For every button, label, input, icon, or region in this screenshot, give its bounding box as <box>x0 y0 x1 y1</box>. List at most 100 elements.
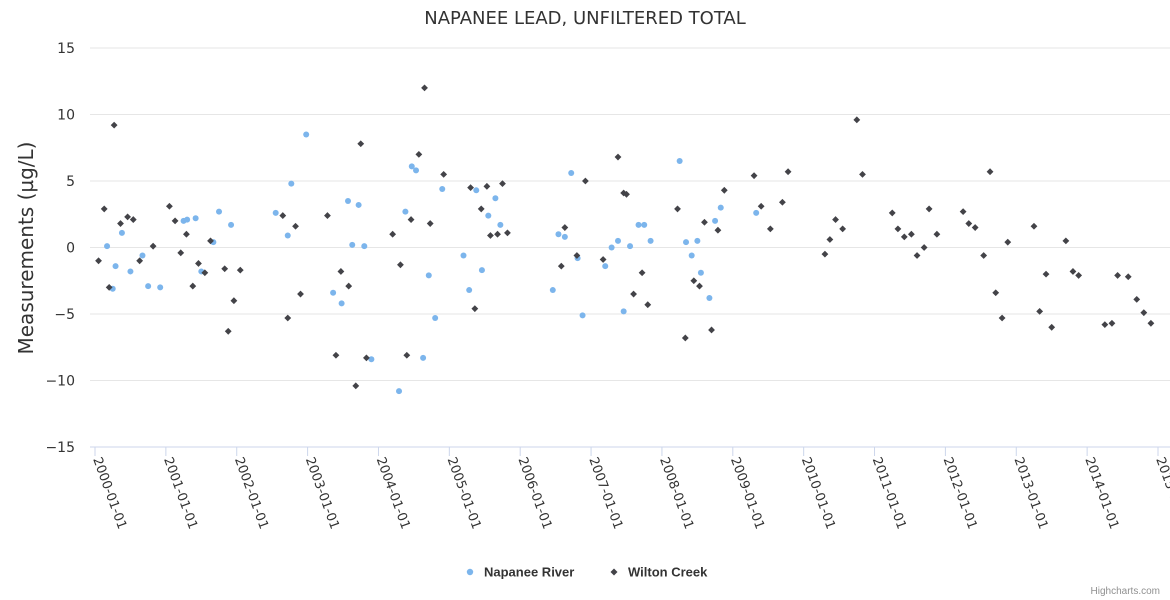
data-point[interactable] <box>557 262 565 270</box>
data-point[interactable] <box>421 84 428 92</box>
data-point[interactable] <box>681 334 689 342</box>
data-point[interactable] <box>95 257 102 265</box>
data-point[interactable] <box>292 222 299 230</box>
data-point[interactable] <box>647 237 654 244</box>
data-point[interactable] <box>696 282 703 290</box>
data-point[interactable] <box>933 230 941 238</box>
data-point[interactable] <box>784 168 792 176</box>
data-point[interactable] <box>712 217 719 224</box>
data-point[interactable] <box>338 300 345 307</box>
data-point[interactable] <box>688 252 695 259</box>
data-point[interactable] <box>184 216 191 223</box>
data-point[interactable] <box>708 326 715 334</box>
data-point[interactable] <box>581 177 589 185</box>
data-point[interactable] <box>166 202 173 210</box>
data-point[interactable] <box>701 218 708 226</box>
data-point[interactable] <box>349 241 356 248</box>
data-point[interactable] <box>344 197 351 204</box>
data-point[interactable] <box>192 215 199 222</box>
data-point[interactable] <box>145 283 152 290</box>
data-point[interactable] <box>402 208 409 215</box>
data-point[interactable] <box>638 269 646 277</box>
data-point[interactable] <box>396 388 403 395</box>
data-point[interactable] <box>426 220 434 227</box>
data-point[interactable] <box>753 209 760 216</box>
data-point[interactable] <box>644 301 652 309</box>
data-point[interactable] <box>1004 238 1012 246</box>
data-point[interactable] <box>717 204 724 211</box>
data-point[interactable] <box>998 314 1006 322</box>
data-point[interactable] <box>345 282 353 290</box>
data-point[interactable] <box>224 327 232 335</box>
data-point[interactable] <box>630 290 637 298</box>
data-point[interactable] <box>579 312 586 319</box>
data-point[interactable] <box>1114 272 1122 279</box>
data-point[interactable] <box>230 297 238 305</box>
data-point[interactable] <box>236 266 244 274</box>
data-point[interactable] <box>826 236 834 243</box>
data-point[interactable] <box>913 252 921 259</box>
data-point[interactable] <box>477 205 485 213</box>
data-point[interactable] <box>272 209 279 216</box>
data-point[interactable] <box>694 237 701 244</box>
data-point[interactable] <box>497 221 504 228</box>
data-point[interactable] <box>201 269 209 277</box>
data-point[interactable] <box>1062 237 1070 245</box>
data-point[interactable] <box>352 382 360 390</box>
data-point[interactable] <box>568 170 575 177</box>
data-point[interactable] <box>221 265 229 273</box>
data-point[interactable] <box>888 209 896 217</box>
data-point[interactable] <box>1048 323 1056 331</box>
data-point[interactable] <box>368 356 375 363</box>
data-point[interactable] <box>1101 321 1109 329</box>
data-point[interactable] <box>397 261 404 269</box>
data-point[interactable] <box>403 351 411 359</box>
data-point[interactable] <box>925 205 933 213</box>
data-point[interactable] <box>129 216 137 223</box>
data-point[interactable] <box>690 277 698 285</box>
data-point[interactable] <box>821 250 829 258</box>
data-point[interactable] <box>627 243 634 250</box>
data-point[interactable] <box>494 230 501 238</box>
data-point[interactable] <box>284 314 292 322</box>
data-point[interactable] <box>112 263 119 270</box>
data-point[interactable] <box>467 184 474 192</box>
data-point[interactable] <box>485 212 492 219</box>
data-point[interactable] <box>363 354 370 362</box>
data-point[interactable] <box>171 217 179 225</box>
data-point[interactable] <box>1042 270 1050 278</box>
data-point[interactable] <box>720 186 728 194</box>
data-point[interactable] <box>623 190 630 198</box>
data-point[interactable] <box>499 180 506 188</box>
data-point[interactable] <box>853 116 861 124</box>
legend-item-wilton-creek[interactable]: Wilton Creek <box>610 565 709 580</box>
data-point[interactable] <box>440 170 448 178</box>
data-point[interactable] <box>478 267 485 274</box>
data-point[interactable] <box>439 185 446 192</box>
data-point[interactable] <box>487 232 494 239</box>
data-point[interactable] <box>104 243 111 250</box>
data-point[interactable] <box>483 182 491 190</box>
data-point[interactable] <box>602 263 609 270</box>
data-point[interactable] <box>766 225 774 233</box>
data-point[interactable] <box>100 205 108 213</box>
data-point[interactable] <box>110 121 118 129</box>
data-point[interactable] <box>425 272 432 279</box>
data-point[interactable] <box>674 205 681 213</box>
data-point[interactable] <box>555 231 562 238</box>
data-point[interactable] <box>1133 295 1141 303</box>
data-point[interactable] <box>288 180 295 187</box>
data-point[interactable] <box>420 354 427 361</box>
data-point[interactable] <box>136 257 144 265</box>
data-point[interactable] <box>608 244 615 251</box>
data-point[interactable] <box>355 201 362 208</box>
data-point[interactable] <box>1124 273 1132 281</box>
data-point[interactable] <box>432 314 439 321</box>
data-point[interactable] <box>573 252 581 259</box>
data-point[interactable] <box>330 289 337 296</box>
data-point[interactable] <box>920 244 928 251</box>
data-point[interactable] <box>149 242 157 250</box>
data-point[interactable] <box>189 282 197 290</box>
data-point[interactable] <box>635 221 642 228</box>
data-point[interactable] <box>105 284 113 291</box>
